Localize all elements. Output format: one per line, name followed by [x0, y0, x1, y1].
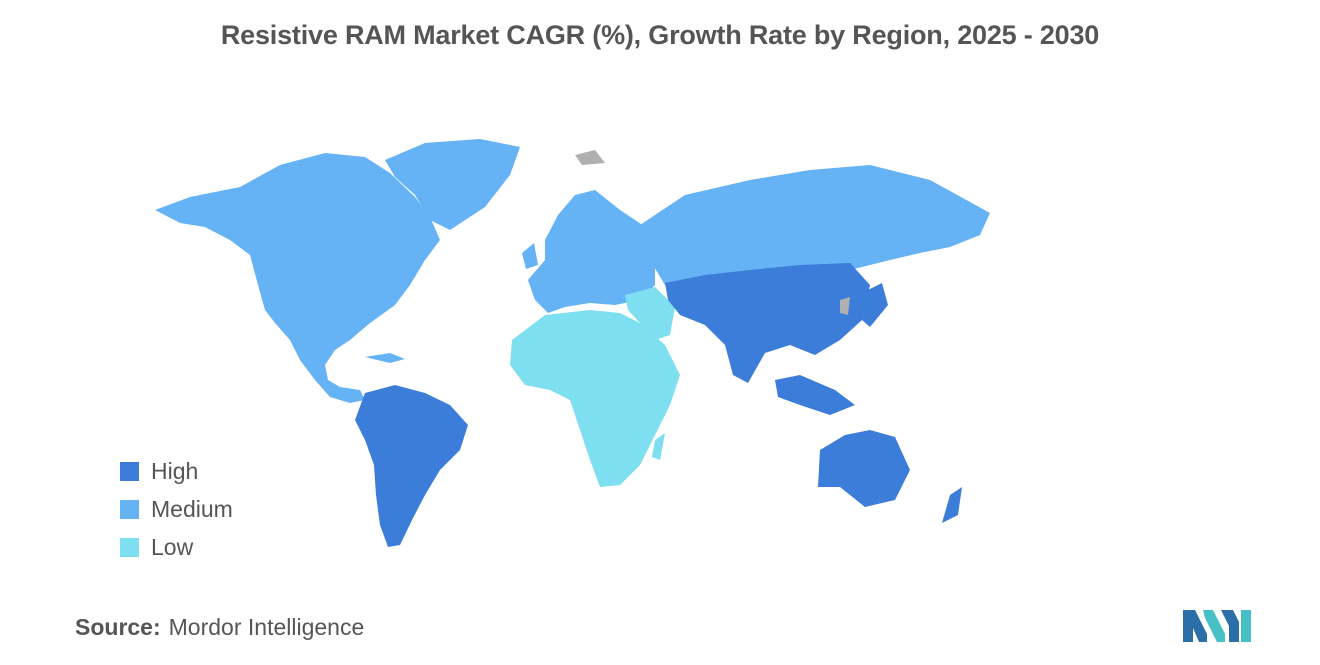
chart-title: Resistive RAM Market CAGR (%), Growth Ra…: [220, 20, 1100, 50]
land-africa: [510, 310, 680, 487]
region-russia[interactable]: [640, 165, 990, 285]
region-australia-new-zealand[interactable]: [818, 430, 962, 523]
region-no-data: [575, 150, 850, 315]
land-caribbean: [365, 353, 405, 363]
land-europe: [528, 190, 655, 313]
legend-label-medium: Medium: [151, 495, 233, 522]
legend-swatch-medium: [120, 499, 139, 519]
land-greenland: [385, 139, 520, 230]
land-svalbard: [575, 150, 605, 165]
region-south-america[interactable]: [355, 385, 468, 547]
mordor-intelligence-logo-icon: [1183, 604, 1251, 642]
legend-swatch-high: [120, 461, 139, 481]
region-north-america[interactable]: [155, 139, 520, 403]
land-southeast-asia: [775, 375, 855, 415]
land-madagascar: [652, 433, 665, 460]
source-line: Source: Mordor Intelligence: [75, 614, 364, 641]
legend-swatch-low: [120, 537, 139, 557]
land-south-america: [355, 385, 468, 547]
land-australia: [818, 430, 910, 507]
land-japan: [862, 283, 888, 327]
legend: High Medium Low: [120, 452, 233, 566]
land-north-america: [155, 153, 440, 403]
land-russia: [640, 165, 990, 285]
land-uk: [522, 243, 538, 269]
world-map: [150, 135, 1170, 555]
land-asia: [665, 263, 870, 383]
source-value: Mordor Intelligence: [168, 614, 365, 640]
legend-item-medium: Medium: [120, 490, 233, 528]
world-map-svg: [155, 139, 990, 547]
region-europe[interactable]: [522, 190, 655, 313]
land-middle-east: [625, 287, 675, 340]
legend-label-high: High: [151, 457, 199, 484]
legend-label-low: Low: [151, 533, 194, 560]
land-new-zealand: [942, 487, 962, 523]
legend-item-high: High: [120, 452, 233, 490]
land-korea: [840, 297, 850, 315]
legend-item-low: Low: [120, 528, 233, 566]
region-asia-pacific[interactable]: [665, 263, 888, 415]
source-label: Source:: [75, 614, 161, 640]
region-middle-east-africa[interactable]: [510, 287, 680, 487]
